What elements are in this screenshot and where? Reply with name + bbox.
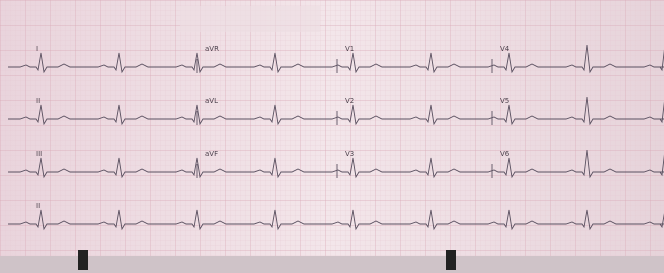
lead-label: III: [36, 150, 42, 158]
header-block: [180, 6, 320, 32]
grid: [0, 0, 664, 256]
footer-marker: [446, 250, 456, 270]
lead-label: aVF: [205, 150, 218, 158]
lead-label: V1: [345, 45, 354, 53]
lead-label: V4: [500, 45, 510, 53]
lead-label: V6: [500, 150, 510, 158]
lead-label: V2: [345, 97, 354, 105]
footer-marker: [78, 250, 88, 270]
ecg-printout: IaVR V1 V4 II aVL V2 V5 III aVF V3 V6 II: [0, 0, 664, 273]
footer-bar: [0, 256, 664, 273]
lead-label: V3: [345, 150, 354, 158]
lead-label: II: [36, 202, 40, 210]
page: IaVRV1V4IIaVLV2V5IIIaVFV3V6II (() => { c…: [0, 0, 664, 273]
lead-label: II: [36, 97, 40, 105]
lead-label: I: [36, 45, 38, 53]
lead-label: V5: [500, 97, 509, 105]
lead-label: aVR: [205, 45, 219, 53]
lead-label: aVL: [205, 97, 218, 105]
